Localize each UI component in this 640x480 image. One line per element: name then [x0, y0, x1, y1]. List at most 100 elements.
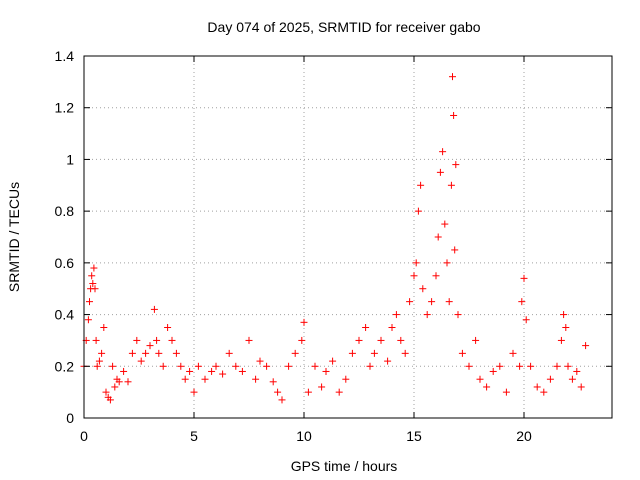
grid-lines	[84, 56, 612, 418]
data-point	[557, 336, 565, 344]
data-point	[447, 181, 455, 189]
data-point	[533, 383, 541, 391]
data-point	[553, 362, 561, 370]
data-point	[392, 311, 400, 319]
data-point	[115, 378, 123, 386]
data-point	[388, 324, 396, 331]
data-point	[489, 367, 497, 375]
data-point	[219, 370, 227, 378]
data-point	[86, 298, 93, 306]
data-point	[362, 324, 370, 331]
data-point	[298, 336, 306, 344]
data-point	[128, 349, 136, 357]
data-point	[483, 383, 491, 391]
data-point	[300, 318, 308, 326]
data-point	[472, 336, 480, 344]
data-point	[329, 357, 337, 365]
data-point	[109, 362, 117, 370]
data-point	[384, 357, 392, 365]
data-point	[269, 378, 277, 386]
data-point	[445, 298, 453, 306]
data-point	[318, 383, 326, 391]
data-point	[232, 362, 240, 370]
data-point	[568, 375, 576, 383]
data-point	[111, 383, 119, 391]
data-point	[540, 388, 548, 396]
data-point	[452, 161, 460, 169]
data-point	[164, 324, 172, 331]
data-point	[401, 349, 409, 357]
data-point	[190, 388, 198, 396]
data-point	[89, 280, 97, 288]
data-point	[518, 298, 526, 306]
data-point	[201, 375, 209, 383]
data-point	[98, 349, 106, 357]
data-point	[522, 316, 530, 324]
data-point	[414, 207, 422, 215]
data-point	[252, 375, 260, 383]
data-point	[355, 336, 363, 344]
data-point	[582, 342, 590, 350]
data-point	[263, 362, 271, 370]
data-point	[285, 362, 293, 370]
data-point	[434, 233, 442, 241]
data-point	[137, 357, 145, 365]
data-point	[439, 148, 447, 156]
data-point	[335, 388, 343, 396]
y-axis-label: SRMTID / TECUs	[6, 182, 22, 292]
data-point	[443, 259, 451, 267]
data-point	[417, 181, 425, 189]
data-point	[95, 357, 103, 365]
data-point	[342, 375, 350, 383]
data-point	[377, 336, 385, 344]
data-point	[458, 349, 466, 357]
data-point	[186, 367, 194, 375]
data-point	[172, 349, 180, 357]
data-point	[428, 298, 436, 306]
data-point	[449, 73, 456, 81]
data-point	[412, 259, 420, 267]
data-point	[304, 388, 312, 396]
data-point	[142, 349, 150, 357]
data-point	[84, 316, 92, 324]
data-point	[90, 264, 98, 272]
data-point	[100, 324, 108, 331]
data-point	[208, 367, 216, 375]
data-point	[274, 388, 282, 396]
data-point	[278, 396, 286, 404]
data-point	[311, 362, 319, 370]
data-point	[120, 367, 128, 375]
data-point	[560, 311, 568, 319]
data-point	[153, 336, 161, 344]
data-point	[291, 349, 299, 357]
plot-frame	[83, 55, 613, 419]
data-point	[573, 367, 581, 375]
x-tick-label: 10	[296, 428, 312, 444]
data-point	[150, 305, 158, 313]
y-tick-label: 1.4	[55, 48, 75, 64]
data-point	[106, 396, 114, 404]
data-point	[238, 367, 246, 375]
data-point	[432, 272, 440, 280]
data-point	[322, 367, 330, 375]
data-point	[562, 324, 570, 331]
x-tick-label: 0	[80, 428, 88, 444]
data-point	[465, 362, 473, 370]
data-point	[225, 349, 233, 357]
data-point	[124, 378, 132, 386]
data-point	[410, 272, 418, 280]
data-point	[212, 362, 220, 370]
data-point	[476, 375, 484, 383]
data-point	[256, 357, 264, 365]
data-point	[133, 336, 141, 344]
data-point	[155, 349, 163, 357]
data-point	[92, 336, 100, 344]
y-tick-label: 1.2	[55, 100, 75, 116]
y-tick-label: 0.6	[55, 255, 75, 271]
data-point	[93, 362, 101, 370]
data-point	[406, 298, 414, 306]
axis-ticks: 0 0.2 0.4 0.6 0.8 1 1.2 1.4 0 5 10 15 20	[55, 48, 612, 444]
data-points	[80, 73, 590, 404]
x-axis-label: GPS time / hours	[291, 458, 398, 474]
data-point	[168, 336, 176, 344]
